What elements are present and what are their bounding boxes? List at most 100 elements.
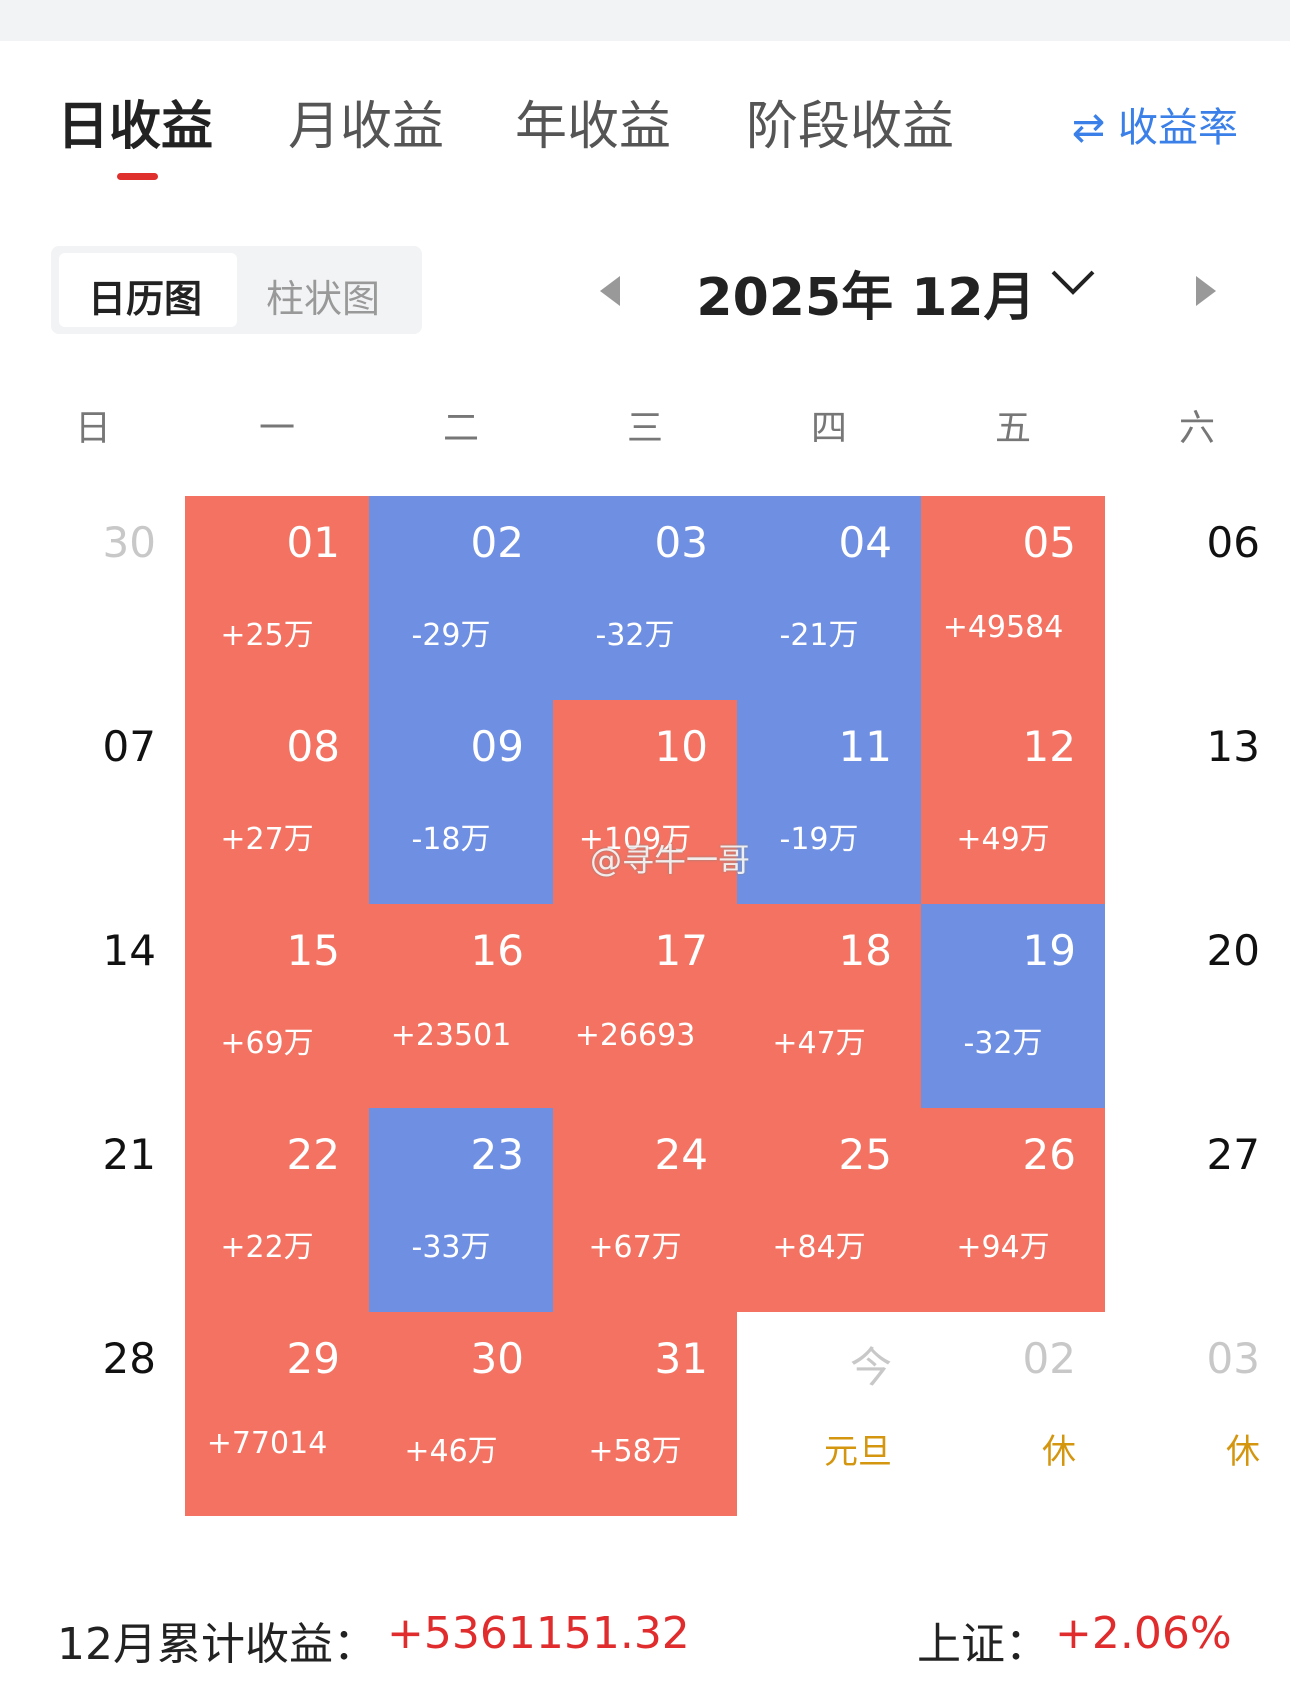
day-number: 11 bbox=[838, 722, 892, 771]
day-cell bbox=[553, 1312, 737, 1516]
summary-label: 12月累计收益： bbox=[57, 1619, 377, 1670]
day-number: 02 bbox=[1022, 1334, 1076, 1383]
tab[interactable]: 月收益 bbox=[288, 97, 445, 157]
weekday: 二 bbox=[442, 408, 479, 449]
tab-indicator bbox=[117, 173, 158, 180]
day-cell bbox=[369, 1108, 553, 1312]
day-number: 31 bbox=[654, 1334, 708, 1383]
day-profit: -33万 bbox=[411, 1230, 491, 1265]
day-cell bbox=[921, 700, 1105, 904]
prev-arrow[interactable] bbox=[598, 274, 624, 308]
holiday-note: 休 bbox=[1042, 1432, 1076, 1472]
weekday: 一 bbox=[258, 408, 295, 449]
weekday: 日 bbox=[74, 408, 111, 449]
day-profit: -18万 bbox=[411, 822, 491, 857]
day-number: 30 bbox=[102, 518, 156, 567]
next-arrow[interactable] bbox=[1192, 274, 1218, 308]
tab[interactable]: 日收益 bbox=[57, 97, 214, 157]
day-profit: -32万 bbox=[963, 1026, 1043, 1061]
day-number: 20 bbox=[1206, 926, 1260, 975]
swap-icon: ⇄ bbox=[1071, 105, 1118, 151]
month-title: 2025年 12月 bbox=[696, 268, 1036, 328]
day-profit: -19万 bbox=[779, 822, 859, 857]
day-number: 23 bbox=[470, 1130, 524, 1179]
weekday: 三 bbox=[626, 408, 663, 449]
day-number: 今 bbox=[849, 1343, 892, 1392]
holiday-note: 休 bbox=[1226, 1432, 1260, 1472]
day-cell bbox=[737, 1108, 921, 1312]
day-number: 13 bbox=[1206, 722, 1260, 771]
day-number: 29 bbox=[286, 1334, 340, 1383]
day-profit: +49584 bbox=[942, 610, 1064, 645]
weekday: 四 bbox=[810, 408, 847, 449]
day-profit: +58万 bbox=[588, 1434, 682, 1469]
day-profit: +77014 bbox=[206, 1426, 328, 1461]
summary-value: +5361151.32 bbox=[387, 1608, 690, 1659]
day-profit: -21万 bbox=[779, 618, 859, 653]
day-number: 04 bbox=[838, 518, 892, 567]
rate-toggle[interactable]: ⇄ 收益率 bbox=[1072, 95, 1238, 153]
rate-label: 收益率 bbox=[1118, 105, 1238, 151]
day-number: 28 bbox=[102, 1334, 156, 1383]
weekday: 五 bbox=[994, 408, 1031, 449]
watermark: @寻牛一哥 bbox=[590, 841, 751, 879]
day-number: 03 bbox=[1206, 1334, 1260, 1383]
day-number: 27 bbox=[1206, 1130, 1260, 1179]
view-option[interactable]: 柱状图 bbox=[266, 277, 381, 321]
day-profit: +94万 bbox=[956, 1230, 1050, 1265]
day-number: 25 bbox=[838, 1130, 892, 1179]
day-cell bbox=[553, 904, 737, 1108]
day-number: 26 bbox=[1022, 1130, 1076, 1179]
day-number: 10 bbox=[654, 722, 708, 771]
day-cell bbox=[369, 496, 553, 700]
day-profit: +23501 bbox=[390, 1018, 512, 1053]
day-cell bbox=[553, 700, 737, 904]
day-cell bbox=[553, 1108, 737, 1312]
tab[interactable]: 阶段收益 bbox=[746, 97, 955, 157]
day-profit: +49万 bbox=[956, 822, 1050, 857]
holiday-note: 元旦 bbox=[824, 1432, 892, 1472]
day-cell bbox=[185, 1108, 369, 1312]
day-cell bbox=[553, 496, 737, 700]
day-number: 17 bbox=[654, 926, 708, 975]
day-number: 12 bbox=[1022, 722, 1076, 771]
day-number: 03 bbox=[654, 518, 708, 567]
day-profit: -32万 bbox=[595, 618, 675, 653]
day-number: 05 bbox=[1022, 518, 1076, 567]
day-cell bbox=[737, 904, 921, 1108]
day-cell bbox=[185, 700, 369, 904]
day-number: 07 bbox=[102, 722, 156, 771]
view-toggle-active bbox=[59, 253, 237, 327]
day-number: 01 bbox=[286, 518, 340, 567]
day-number: 08 bbox=[286, 722, 340, 771]
weekday: 六 bbox=[1178, 408, 1215, 449]
day-number: 24 bbox=[654, 1130, 708, 1179]
index-value: +2.06% bbox=[1055, 1608, 1232, 1659]
day-profit: +109万 bbox=[578, 822, 692, 857]
day-number: 30 bbox=[470, 1334, 524, 1383]
view-option[interactable]: 日历图 bbox=[88, 277, 203, 321]
day-profit: +67万 bbox=[588, 1230, 682, 1265]
day-profit: +26693 bbox=[574, 1018, 696, 1053]
day-cell bbox=[369, 700, 553, 904]
day-number: 14 bbox=[102, 926, 156, 975]
day-profit: +27万 bbox=[220, 822, 314, 857]
day-number: 02 bbox=[470, 518, 524, 567]
tab[interactable]: 年收益 bbox=[515, 97, 672, 157]
day-number: 09 bbox=[470, 722, 524, 771]
month-dropdown[interactable] bbox=[1050, 268, 1096, 298]
day-number: 15 bbox=[286, 926, 340, 975]
day-cell bbox=[921, 904, 1105, 1108]
day-profit: +22万 bbox=[220, 1230, 314, 1265]
index-label: 上证： bbox=[917, 1619, 1049, 1670]
day-cell bbox=[369, 1312, 553, 1516]
day-profit: +47万 bbox=[772, 1026, 866, 1061]
day-number: 16 bbox=[470, 926, 524, 975]
day-cell bbox=[921, 496, 1105, 700]
day-cell bbox=[737, 700, 921, 904]
day-number: 22 bbox=[286, 1130, 340, 1179]
day-cell bbox=[185, 1312, 369, 1516]
day-cell bbox=[737, 496, 921, 700]
day-profit: +46万 bbox=[404, 1434, 498, 1469]
day-profit: -29万 bbox=[411, 618, 491, 653]
